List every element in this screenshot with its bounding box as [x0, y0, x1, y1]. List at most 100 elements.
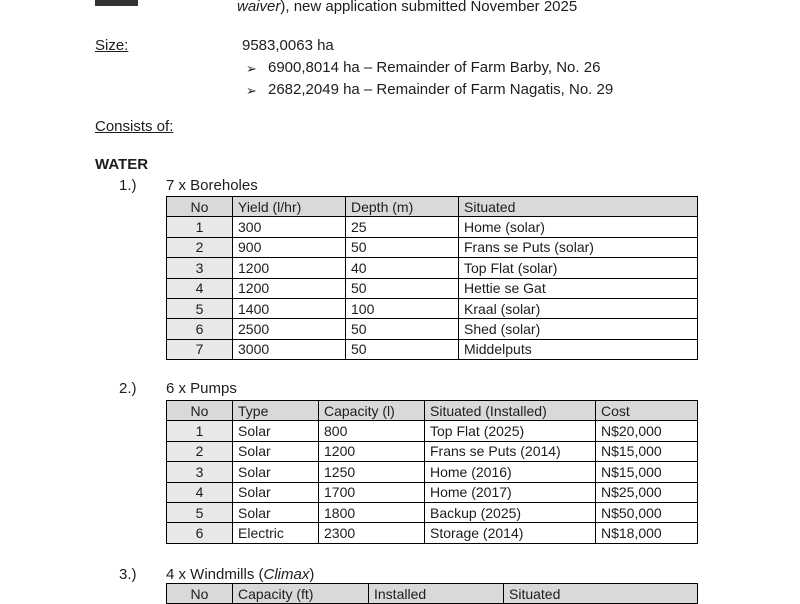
table-header-row: No Yield (l/hr) Depth (m) Situated [166, 195, 698, 218]
table-cell: 100 [345, 297, 459, 320]
table-cell: Frans se Puts (solar) [458, 236, 698, 259]
table-header-cell: No [166, 195, 233, 218]
table-header-cell: No [166, 582, 233, 604]
size-value: 9583,0063 ha [242, 37, 334, 54]
table-cell: 50 [345, 277, 459, 299]
table-row: 2 900 50 Frans se Puts (solar) [166, 236, 698, 259]
list-item-label-text: 7 x Boreholes [166, 177, 258, 194]
table-cell: 2 [166, 236, 233, 259]
table-cell: Electric [232, 522, 319, 544]
table-cell: 1 [166, 216, 233, 238]
table-cell: Solar [232, 440, 319, 463]
table-cell: N$15,000 [595, 440, 698, 463]
windmills-table: No Capacity (ft) Installed Situated [166, 582, 698, 604]
table-cell: 900 [232, 236, 346, 259]
table-cell: 50 [345, 236, 459, 259]
list-item-number: 1.) [119, 177, 137, 194]
table-cell: 2300 [318, 522, 425, 544]
table-header-cell: Situated [458, 195, 698, 218]
list-item-label-italic: Climax [263, 566, 310, 583]
table-cell: 40 [345, 257, 459, 279]
bullet-arrow-icon: ➢ [246, 61, 257, 76]
list-item-number: 3.) [119, 566, 137, 583]
table-header-cell: No [166, 399, 233, 422]
table-cell: Solar [232, 420, 319, 442]
table-cell: Kraal (solar) [458, 297, 698, 320]
table-cell: Middelputs [458, 338, 698, 361]
table-header-cell: Capacity (ft) [232, 582, 369, 604]
table-cell: Home (2016) [424, 461, 596, 483]
intro-line-rest: ), new application submitted November 20… [280, 0, 578, 15]
table-cell: 1 [166, 420, 233, 442]
list-item-label-suffix: ) [309, 566, 315, 583]
table-cell: 2 [166, 440, 233, 463]
table-header-row: No Capacity (ft) Installed Situated [166, 582, 698, 604]
table-row: 6 2500 50 Shed (solar) [166, 318, 698, 340]
table-cell: Home (2017) [424, 481, 596, 503]
table-head: No Yield (l/hr) Depth (m) Situated [166, 195, 698, 218]
table-cell: Shed (solar) [458, 318, 698, 340]
bullet-text: 6900,8014 ha – Remainder of Farm Barby, … [268, 59, 601, 76]
table-cell: N$25,000 [595, 481, 698, 503]
table-cell: 1200 [232, 257, 346, 279]
bullet-text: 2682,2049 ha – Remainder of Farm Nagatis… [268, 81, 614, 98]
table-cell: 800 [318, 420, 425, 442]
list-item-number: 2.) [119, 380, 137, 397]
table-row: 6 Electric 2300 Storage (2014) N$18,000 [166, 522, 698, 544]
table-cell: 5 [166, 501, 233, 524]
boreholes-table: No Yield (l/hr) Depth (m) Situated 1 300 25 Ho… [166, 195, 698, 361]
consists-of-label: Consists of: [95, 118, 174, 135]
table-cell: 300 [232, 216, 346, 238]
table-cell: Top Flat (2025) [424, 420, 596, 442]
table-cell: 4 [166, 277, 233, 299]
table-cell: 1250 [318, 461, 425, 483]
table-cell: 6 [166, 318, 233, 340]
cutoff-text-remnant [95, 0, 138, 6]
table-row: 7 3000 50 Middelputs [166, 338, 698, 361]
table-cell: 50 [345, 338, 459, 361]
table-row: 4 1200 50 Hettie se Gat [166, 277, 698, 299]
table-cell: 1700 [318, 481, 425, 503]
list-item-label: 6 x Pumps [166, 380, 237, 397]
table-cell: 3 [166, 461, 233, 483]
table-row: 3 Solar 1250 Home (2016) N$15,000 [166, 461, 698, 483]
table-cell: 1800 [318, 501, 425, 524]
table-cell: 1200 [232, 277, 346, 299]
table-header-cell: Depth (m) [345, 195, 459, 218]
table-cell: Storage (2014) [424, 522, 596, 544]
table-header-cell: Type [232, 399, 319, 422]
table-header-cell: Yield (l/hr) [232, 195, 346, 218]
table-cell: 7 [166, 338, 233, 361]
table-head: No Type Capacity (l) Situated (Installed) Co… [166, 399, 698, 422]
pumps-table-container: No Type Capacity (l) Situated (Installed) Co… [166, 399, 698, 544]
table-cell: Home (solar) [458, 216, 698, 238]
table-header-cell: Situated (Installed) [424, 399, 596, 422]
table-cell: 6 [166, 522, 233, 544]
table-header-cell: Cost [595, 399, 698, 422]
table-cell: Backup (2025) [424, 501, 596, 524]
table-cell: 1400 [232, 297, 346, 320]
table-cell: Solar [232, 501, 319, 524]
table-row: 4 Solar 1700 Home (2017) N$25,000 [166, 481, 698, 503]
list-item-label: 7 x Boreholes [166, 177, 258, 194]
list-item-label-text: 6 x Pumps [166, 380, 237, 397]
intro-line-italic: waiver [237, 0, 281, 15]
table-body: 1 Solar 800 Top Flat (2025) N$20,000 2 Solar 12… [166, 420, 698, 544]
table-header-cell: Situated [503, 582, 698, 604]
table-row: 1 Solar 800 Top Flat (2025) N$20,000 [166, 420, 698, 442]
table-cell: 5 [166, 297, 233, 320]
table-cell: Solar [232, 461, 319, 483]
list-item-label-text: 4 x Windmills ( [166, 566, 264, 583]
table-cell: 3 [166, 257, 233, 279]
table-cell: 3000 [232, 338, 346, 361]
table-row: 1 300 25 Home (solar) [166, 216, 698, 238]
table-header-cell: Capacity (l) [318, 399, 425, 422]
table-cell: 1200 [318, 440, 425, 463]
table-header-cell: Installed [368, 582, 504, 604]
table-cell: Hettie se Gat [458, 277, 698, 299]
table-cell: Solar [232, 481, 319, 503]
table-row: 2 Solar 1200 Frans se Puts (2014) N$15,000 [166, 440, 698, 463]
table-cell: N$50,000 [595, 501, 698, 524]
table-cell: Frans se Puts (2014) [424, 440, 596, 463]
